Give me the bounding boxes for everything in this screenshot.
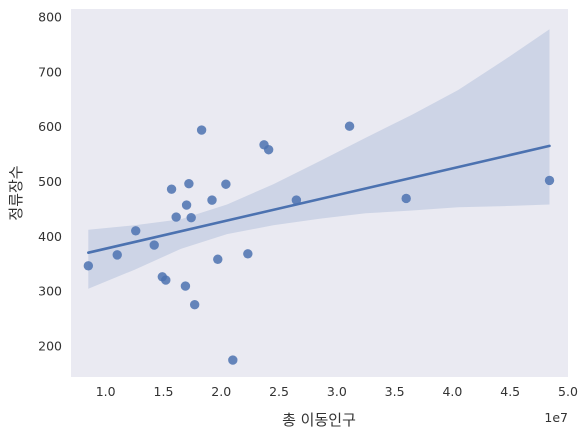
data-point xyxy=(344,121,355,131)
data-point xyxy=(263,145,274,155)
y-tick-label: 700 xyxy=(38,64,62,79)
x-tick-label: 4.5 xyxy=(500,384,520,399)
regression-line xyxy=(87,144,551,254)
x-tick-label: 2.5 xyxy=(269,384,289,399)
data-point xyxy=(243,249,253,259)
data-point xyxy=(131,226,141,236)
confidence-band xyxy=(88,29,550,289)
plot-area xyxy=(71,9,568,377)
x-tick-label: 3.5 xyxy=(385,384,405,399)
data-point xyxy=(196,125,207,135)
y-tick-label: 800 xyxy=(38,10,62,25)
data-point xyxy=(544,175,555,186)
data-points xyxy=(83,121,555,365)
data-point xyxy=(207,195,217,205)
data-point xyxy=(149,240,159,250)
x-tick-label: 2.0 xyxy=(211,384,231,399)
y-tick-label: 600 xyxy=(38,119,62,134)
y-tick-label: 200 xyxy=(38,338,62,353)
data-point xyxy=(112,250,122,260)
data-point xyxy=(291,195,302,205)
x-axis-label: 총 이동인구 xyxy=(282,411,356,429)
data-point xyxy=(221,179,231,189)
data-point xyxy=(189,300,200,310)
data-point xyxy=(83,261,94,271)
data-point xyxy=(171,212,181,222)
data-point xyxy=(186,212,196,223)
data-point xyxy=(401,193,411,204)
data-point xyxy=(166,184,177,194)
y-tick-label: 400 xyxy=(38,229,62,244)
data-point xyxy=(181,200,192,210)
data-point xyxy=(180,281,191,291)
x-tick-label: 1.5 xyxy=(154,384,174,399)
data-point xyxy=(161,275,171,285)
x-axis-ticks: 1.0 1.5 2.0 2.5 3.0 3.5 4.0 4.5 5.0 xyxy=(96,384,578,399)
data-point xyxy=(184,178,194,189)
data-point xyxy=(228,355,238,365)
data-point xyxy=(213,254,223,264)
y-axis-ticks: 200 300 400 500 600 700 800 xyxy=(38,10,62,354)
y-tick-label: 300 xyxy=(38,284,62,299)
x-tick-label: 4.0 xyxy=(442,384,462,399)
y-tick-label: 500 xyxy=(38,174,62,189)
y-axis-label: 정류장수 xyxy=(7,165,25,220)
x-tick-label: 5.0 xyxy=(558,384,578,399)
x-axis-offset-label: 1e7 xyxy=(544,410,568,425)
x-tick-label: 1.0 xyxy=(96,384,116,399)
x-tick-label: 3.0 xyxy=(327,384,347,399)
